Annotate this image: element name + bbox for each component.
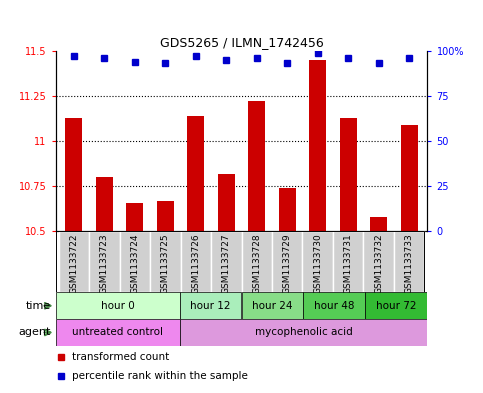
Bar xyxy=(180,319,427,346)
Bar xyxy=(89,231,120,292)
Bar xyxy=(181,231,211,292)
Bar xyxy=(279,188,296,231)
Text: GSM1133728: GSM1133728 xyxy=(252,233,261,294)
Bar xyxy=(309,60,326,231)
Bar xyxy=(211,231,242,292)
Bar xyxy=(157,201,174,231)
Text: GSM1133733: GSM1133733 xyxy=(405,233,413,294)
Text: agent: agent xyxy=(18,327,51,338)
Text: GSM1133730: GSM1133730 xyxy=(313,233,322,294)
Bar xyxy=(242,231,272,292)
Bar xyxy=(187,116,204,231)
Bar xyxy=(120,231,150,292)
Text: mycophenolic acid: mycophenolic acid xyxy=(255,327,353,338)
Bar xyxy=(333,231,363,292)
Text: percentile rank within the sample: percentile rank within the sample xyxy=(72,371,248,381)
Bar xyxy=(96,177,113,231)
Bar xyxy=(302,231,333,292)
Text: GSM1133722: GSM1133722 xyxy=(70,233,78,294)
Bar xyxy=(150,231,181,292)
Text: GSM1133727: GSM1133727 xyxy=(222,233,231,294)
Bar xyxy=(401,125,417,231)
Bar xyxy=(242,292,303,319)
Bar xyxy=(58,231,89,292)
Bar xyxy=(366,292,427,319)
Bar xyxy=(340,118,356,231)
Title: GDS5265 / ILMN_1742456: GDS5265 / ILMN_1742456 xyxy=(159,37,324,50)
Text: GSM1133732: GSM1133732 xyxy=(374,233,383,294)
Text: GSM1133723: GSM1133723 xyxy=(100,233,109,294)
Bar xyxy=(370,217,387,231)
Bar xyxy=(248,101,265,231)
Bar xyxy=(218,174,235,231)
Bar xyxy=(56,319,180,346)
Bar xyxy=(363,231,394,292)
Bar xyxy=(303,292,366,319)
Bar xyxy=(394,231,425,292)
Text: GSM1133724: GSM1133724 xyxy=(130,233,139,294)
Bar xyxy=(56,292,180,319)
Text: untreated control: untreated control xyxy=(72,327,163,338)
Bar xyxy=(127,202,143,231)
Text: GSM1133731: GSM1133731 xyxy=(344,233,353,294)
Text: hour 48: hour 48 xyxy=(314,301,355,311)
Bar xyxy=(66,118,82,231)
Text: GSM1133729: GSM1133729 xyxy=(283,233,292,294)
Text: hour 12: hour 12 xyxy=(190,301,231,311)
Bar xyxy=(180,292,242,319)
Text: hour 72: hour 72 xyxy=(376,301,417,311)
Bar xyxy=(272,231,302,292)
Text: hour 24: hour 24 xyxy=(252,301,293,311)
Text: hour 0: hour 0 xyxy=(100,301,134,311)
Text: GSM1133726: GSM1133726 xyxy=(191,233,200,294)
Text: transformed count: transformed count xyxy=(72,352,170,362)
Text: GSM1133725: GSM1133725 xyxy=(161,233,170,294)
Text: time: time xyxy=(26,301,51,311)
